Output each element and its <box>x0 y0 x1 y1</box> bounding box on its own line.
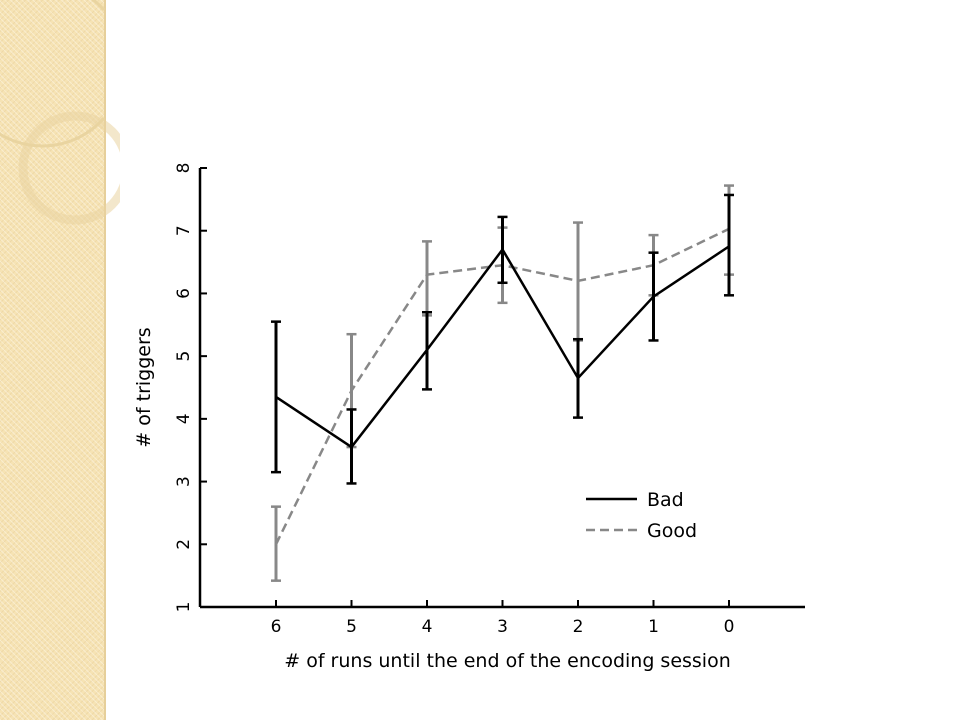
y-tick-label: 6 <box>174 288 194 299</box>
series-bad <box>271 193 734 485</box>
data-point <box>350 389 353 393</box>
y-tick-label: 2 <box>174 539 194 550</box>
x-tick-label: 4 <box>422 617 433 637</box>
data-point <box>727 244 731 248</box>
x-tick-label: 5 <box>346 617 357 637</box>
data-point <box>350 445 353 449</box>
data-point <box>652 295 655 299</box>
series-layer <box>271 184 734 582</box>
y-tick-label: 3 <box>174 476 194 487</box>
x-tick-label: 3 <box>497 617 508 637</box>
y-tick-label: 5 <box>174 351 194 362</box>
data-point <box>501 248 504 252</box>
decorative-ring <box>18 111 120 225</box>
x-tick-label: 6 <box>271 617 282 637</box>
data-point <box>274 395 278 399</box>
y-axis-label: # of triggers <box>133 327 155 447</box>
legend-label-bad: Bad <box>647 489 684 511</box>
x-tick-label: 0 <box>724 617 735 637</box>
y-tick-label: 4 <box>174 413 194 424</box>
x-axis-label: # of runs until the end of the encoding … <box>284 650 731 672</box>
data-point <box>425 273 429 277</box>
data-point <box>425 348 429 352</box>
x-tick-label: 2 <box>573 617 584 637</box>
y-tick-label: 1 <box>174 602 194 613</box>
decorative-arc <box>0 0 106 148</box>
legend: Bad Good <box>586 489 697 542</box>
y-tick-label: 8 <box>174 163 194 174</box>
x-tick-label: 1 <box>648 617 659 637</box>
axis-ticks: 1 2 3 4 5 6 7 8 6 5 4 3 2 1 0 <box>174 163 734 637</box>
decorative-circles <box>0 0 120 225</box>
data-point <box>576 279 580 283</box>
data-point <box>274 542 278 546</box>
legend-label-good: Good <box>647 520 697 542</box>
data-point <box>576 376 580 380</box>
y-tick-label: 7 <box>174 225 194 236</box>
